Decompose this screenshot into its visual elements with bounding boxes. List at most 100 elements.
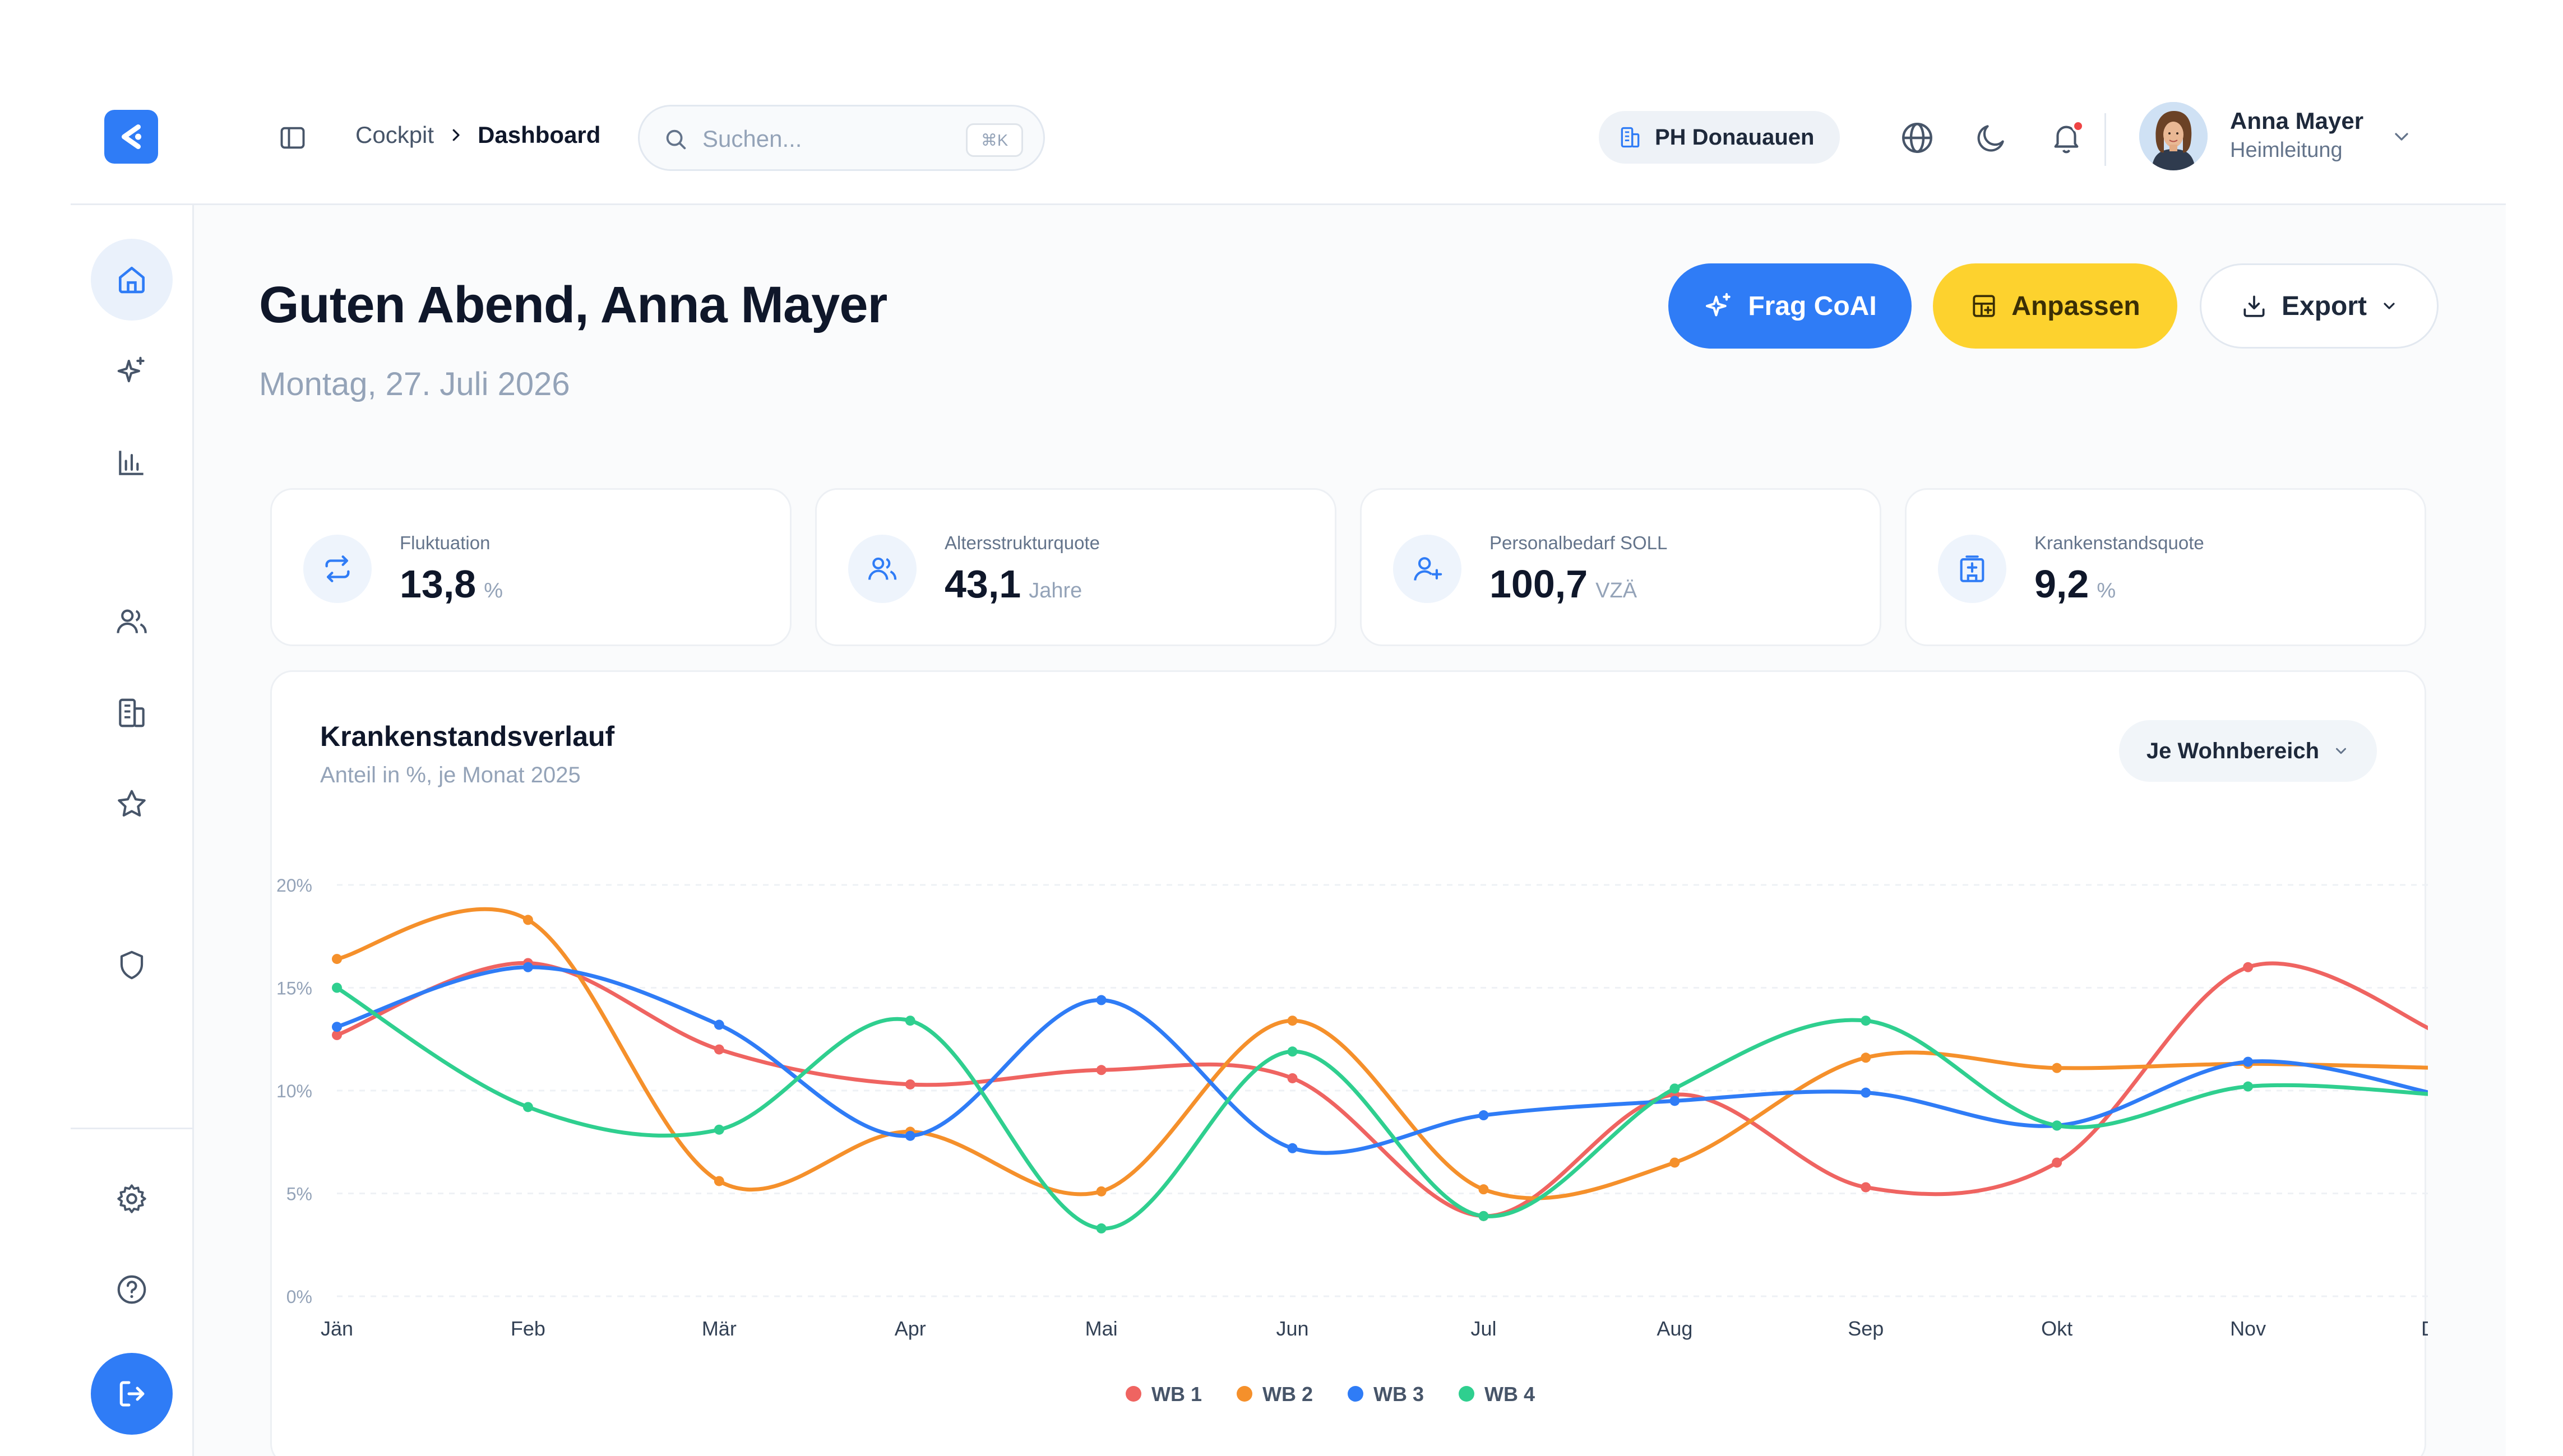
sidebar <box>71 205 194 1456</box>
repeat-icon <box>303 535 372 603</box>
legend-swatch <box>1459 1386 1474 1402</box>
kpi-label: Personalbedarf SOLL <box>1489 532 1668 553</box>
top-bar: Cockpit Dashboard ⌘K PH Donauauen <box>71 96 2506 205</box>
customize-button[interactable]: Anpassen <box>1933 263 2177 349</box>
kpi-number: 43,1 <box>945 562 1021 606</box>
data-point <box>1669 1083 1680 1094</box>
line-chart[interactable]: 0% 5% 10% 15% 20% Jän Feb Mär Apr Mai Jun Jul Aug Sep… <box>272 672 2428 1456</box>
theme-toggle-button[interactable] <box>1972 119 2010 157</box>
x-tick-label: Jul <box>1470 1317 1496 1340</box>
data-point <box>1478 1211 1489 1221</box>
data-point <box>1861 1182 1871 1193</box>
x-tick-label: Nov <box>2230 1317 2266 1340</box>
sidebar-item-home[interactable] <box>91 239 173 321</box>
legend-label: WB 4 <box>1484 1383 1535 1406</box>
globe-icon <box>1902 123 1932 153</box>
kpi-number: 100,7 <box>1489 562 1588 606</box>
search-bar[interactable]: ⌘K <box>638 105 1045 171</box>
kpi-value: 43,1 Jahre <box>945 562 1082 606</box>
app-logo[interactable] <box>104 110 158 164</box>
user-role: Heimleitung <box>2230 138 2343 162</box>
language-button[interactable] <box>1898 119 1936 157</box>
shield-icon <box>120 950 144 980</box>
building-icon <box>1621 127 1640 148</box>
legend-swatch <box>1126 1386 1141 1402</box>
layout-grid-icon <box>1973 295 1995 317</box>
data-point <box>1861 1016 1871 1026</box>
sidebar-item-security[interactable] <box>91 924 173 1006</box>
search-input[interactable] <box>702 122 949 156</box>
kpi-card-krankenstand[interactable]: Krankenstandsquote 9,2% <box>1905 488 2426 646</box>
y-tick-label: 5% <box>286 1184 312 1204</box>
app: Cockpit Dashboard ⌘K PH Donauauen <box>71 0 2506 1456</box>
facility-selector[interactable]: PH Donauauen <box>1599 111 1840 164</box>
download-icon <box>2243 295 2265 317</box>
y-tick-label: 20% <box>276 875 312 896</box>
logout-button[interactable] <box>91 1353 173 1435</box>
data-point <box>714 1044 724 1055</box>
chevron-right-icon <box>452 129 460 141</box>
avatar[interactable] <box>2139 102 2208 170</box>
building-icon <box>119 698 145 727</box>
data-point <box>1096 1186 1107 1197</box>
search-icon <box>666 129 686 150</box>
data-point <box>714 1176 724 1186</box>
data-point <box>905 1079 915 1089</box>
chart-filter-dropdown[interactable]: Je Wohnbereich <box>2119 720 2377 782</box>
data-point <box>1669 1157 1680 1168</box>
sidebar-item-help[interactable] <box>91 1249 173 1330</box>
main-content: Guten Abend, Anna Mayer Montag, 27. Juli… <box>194 205 2506 1456</box>
data-point <box>332 1030 342 1040</box>
bell-icon <box>2054 126 2079 154</box>
sidebar-item-favorites[interactable] <box>91 763 173 845</box>
sidebar-toggle-icon[interactable] <box>278 123 307 152</box>
ask-coai-button[interactable]: Frag CoAI <box>1668 263 1912 349</box>
data-point <box>522 915 533 925</box>
sidebar-item-settings[interactable] <box>91 1158 173 1240</box>
legend-swatch <box>1237 1386 1252 1402</box>
kpi-card-altersstruktur[interactable]: Altersstrukturquote 43,1 Jahre <box>815 488 1336 646</box>
ask-coai-label: Frag CoAI <box>1748 291 1877 321</box>
kpi-card-fluktuation[interactable]: Fluktuation 13,8% <box>270 488 792 646</box>
kpi-number: 9,2 <box>2034 562 2089 606</box>
data-point <box>332 954 342 965</box>
chart-title: Krankenstandsverlauf <box>320 721 615 752</box>
user-name[interactable]: Anna Mayer <box>2230 108 2364 134</box>
customize-label: Anpassen <box>2011 291 2140 321</box>
kpi-unit: % <box>2097 579 2116 602</box>
data-point <box>2243 962 2254 972</box>
kpi-number: 13,8 <box>400 562 476 606</box>
y-tick-label: 10% <box>276 1081 312 1101</box>
kpi-card-personalbedarf[interactable]: Personalbedarf SOLL 100,7 VZÄ <box>1360 488 1881 646</box>
kpi-value: 13,8% <box>400 562 503 606</box>
notifications-button[interactable] <box>2047 119 2085 157</box>
sidebar-item-analytics[interactable] <box>91 421 173 503</box>
data-point <box>905 1130 915 1141</box>
users-icon <box>117 609 147 633</box>
breadcrumb-cockpit[interactable]: Cockpit <box>355 122 434 148</box>
data-point <box>2052 1063 2062 1073</box>
sparkles-icon <box>1706 293 1731 317</box>
sidebar-item-staff[interactable] <box>91 581 173 662</box>
notification-dot <box>2072 120 2084 132</box>
sparkles-icon <box>117 356 145 383</box>
chevron-down-icon[interactable] <box>2390 126 2413 148</box>
home-icon <box>119 267 145 294</box>
users-icon <box>848 535 917 603</box>
export-button[interactable]: Export <box>2200 263 2439 349</box>
x-tick-label: Mär <box>702 1317 737 1340</box>
header-divider <box>2104 113 2106 166</box>
kpi-value: 100,7 VZÄ <box>1489 562 1637 606</box>
x-tick-label: Jän <box>321 1317 353 1340</box>
user-plus-icon <box>1393 535 1461 603</box>
search-shortcut-badge: ⌘K <box>966 123 1023 157</box>
sidebar-item-facilities[interactable] <box>91 672 173 754</box>
x-tick-label: Mai <box>1085 1317 1118 1340</box>
data-point <box>1096 1065 1107 1075</box>
breadcrumb: Cockpit Dashboard <box>355 122 600 149</box>
export-label: Export <box>2281 291 2367 321</box>
sidebar-item-ai[interactable] <box>91 330 173 412</box>
data-point <box>1096 995 1107 1005</box>
star-icon <box>118 790 146 817</box>
x-tick-label: Sep <box>1848 1317 1884 1340</box>
